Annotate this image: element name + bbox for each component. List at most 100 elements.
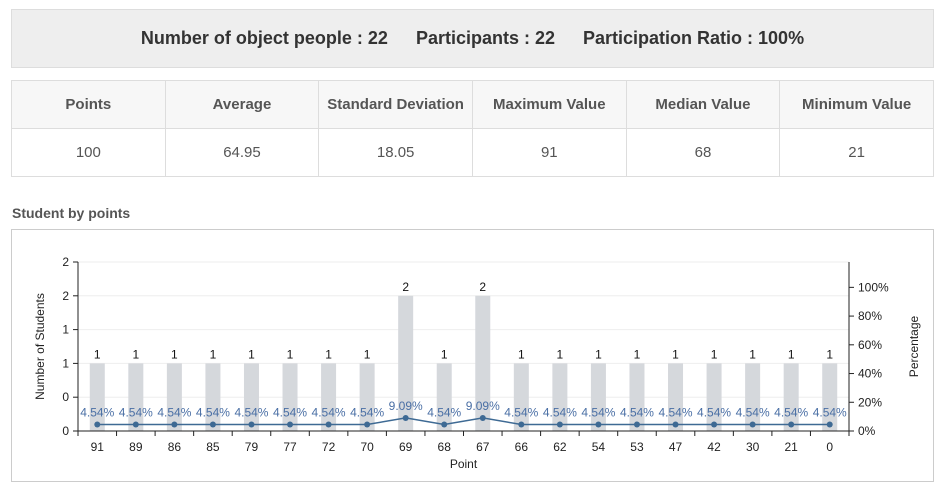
bar: [166, 363, 182, 431]
bar: [359, 363, 375, 431]
bar-value-label: 2: [402, 280, 409, 294]
percentage-point: [788, 421, 795, 428]
bar-value-label: 1: [557, 347, 564, 361]
bar: [282, 363, 298, 431]
percentage-point: [171, 421, 178, 428]
bar: [783, 363, 799, 431]
x-tick-label: 79: [245, 440, 259, 454]
x-tick-label: 30: [746, 440, 760, 454]
participants-count: Participants : 22: [415, 28, 556, 48]
bar-value-label: 1: [595, 347, 602, 361]
percentage-label: 4.54%: [543, 405, 577, 419]
bar-value-label: 1: [171, 347, 178, 361]
x-tick-label: 54: [592, 440, 606, 454]
y-tick-label: 2: [62, 289, 69, 303]
percentage-label: 4.54%: [427, 405, 461, 419]
percentage-label: 4.54%: [504, 405, 538, 419]
y2-tick-label: 80%: [858, 309, 882, 323]
y2-tick-label: 40%: [858, 367, 882, 381]
bar-value-label: 1: [634, 347, 641, 361]
x-tick-label: 72: [322, 440, 336, 454]
y2-tick-label: 60%: [858, 338, 882, 352]
bar-value-label: 1: [287, 347, 294, 361]
x-tick-label: 86: [168, 440, 182, 454]
percentage-point: [826, 421, 833, 428]
percentage-point: [132, 421, 139, 428]
bar: [590, 363, 606, 431]
bar: [128, 363, 144, 431]
value-standard-deviation: 18.05: [318, 128, 473, 177]
student-by-points-chart: 1 1 1 1 1 1 1 1 2 1 2 1 1 1 1 1 1 1 1 1 0 0 1 1 2 2 0% 20% 40% 60% 80%…: [11, 229, 934, 482]
header-minimum-value: Minimum Value: [779, 80, 934, 129]
header-maximum-value: Maximum Value: [471, 80, 627, 129]
participation-summary: Number of object people : 22 Participant…: [11, 9, 934, 68]
percentage-label: 4.54%: [157, 405, 191, 419]
y-tick-label: 0: [62, 390, 69, 404]
value-median: 68: [625, 128, 781, 177]
percentage-label: 4.54%: [234, 405, 268, 419]
statistics-value-row: 100 64.95 18.05 91 68 21: [11, 128, 934, 177]
bar: [436, 363, 452, 431]
chart-section-title: Student by points: [12, 205, 131, 221]
bar-value-label: 1: [749, 347, 756, 361]
x-tick-label: 77: [283, 440, 297, 454]
bar-value-label: 1: [826, 347, 833, 361]
percentage-point: [209, 421, 216, 428]
percentage-label: 4.54%: [80, 405, 114, 419]
percentage-label: 9.09%: [389, 399, 423, 413]
bar-value-label: 1: [132, 347, 139, 361]
x-tick-label: 62: [553, 440, 567, 454]
x-tick-label: 91: [91, 440, 105, 454]
bar: [668, 363, 684, 431]
percentage-point: [518, 421, 525, 428]
percentage-point: [595, 421, 602, 428]
bar: [475, 295, 491, 431]
percentage-point: [364, 421, 371, 428]
percentage-point: [248, 421, 255, 428]
bar: [205, 363, 221, 431]
bar: [513, 363, 529, 431]
header-median-value: Median Value: [625, 80, 781, 129]
bar-value-label: 1: [210, 347, 217, 361]
x-tick-label: 42: [707, 440, 721, 454]
percentage-point: [325, 421, 332, 428]
bar: [552, 363, 568, 431]
percentage-line: [97, 417, 830, 426]
percentage-point: [479, 414, 486, 421]
value-points: 100: [11, 128, 166, 177]
x-tick-label: 67: [476, 440, 490, 454]
y-axis-title: Number of Students: [33, 293, 47, 400]
x-tick-label: 85: [206, 440, 220, 454]
percentage-label: 4.54%: [119, 405, 153, 419]
percentage-label: 4.54%: [659, 405, 693, 419]
header-average: Average: [164, 80, 320, 129]
x-tick-label: 0: [826, 440, 833, 454]
percentage-label: 4.54%: [273, 405, 307, 419]
x-tick-label: 89: [129, 440, 143, 454]
bar-value-label: 1: [672, 347, 679, 361]
percentage-point: [402, 414, 409, 421]
percentage-label: 4.54%: [813, 405, 847, 419]
object-people-count: Number of object people : 22: [140, 28, 388, 48]
percentage-label: 9.09%: [466, 399, 500, 413]
percentage-label: 4.54%: [697, 405, 731, 419]
percentage-point: [672, 421, 679, 428]
value-minimum: 21: [779, 128, 934, 177]
percentage-label: 4.54%: [774, 405, 808, 419]
bar: [706, 363, 722, 431]
y-tick-label: 2: [62, 255, 69, 269]
header-standard-deviation: Standard Deviation: [318, 80, 473, 129]
value-maximum: 91: [471, 128, 627, 177]
statistics-table: Points Average Standard Deviation Maximu…: [11, 80, 934, 177]
bar-value-label: 1: [325, 347, 332, 361]
y-tick-label: 0: [62, 424, 69, 438]
x-axis-title: Point: [450, 457, 478, 471]
percentage-label: 4.54%: [312, 405, 346, 419]
x-tick-label: 66: [515, 440, 529, 454]
x-tick-label: 68: [438, 440, 452, 454]
y2-tick-label: 20%: [858, 395, 882, 409]
percentage-label: 4.54%: [350, 405, 384, 419]
y2-axis-title: Percentage: [907, 315, 921, 377]
x-tick-label: 21: [784, 440, 798, 454]
